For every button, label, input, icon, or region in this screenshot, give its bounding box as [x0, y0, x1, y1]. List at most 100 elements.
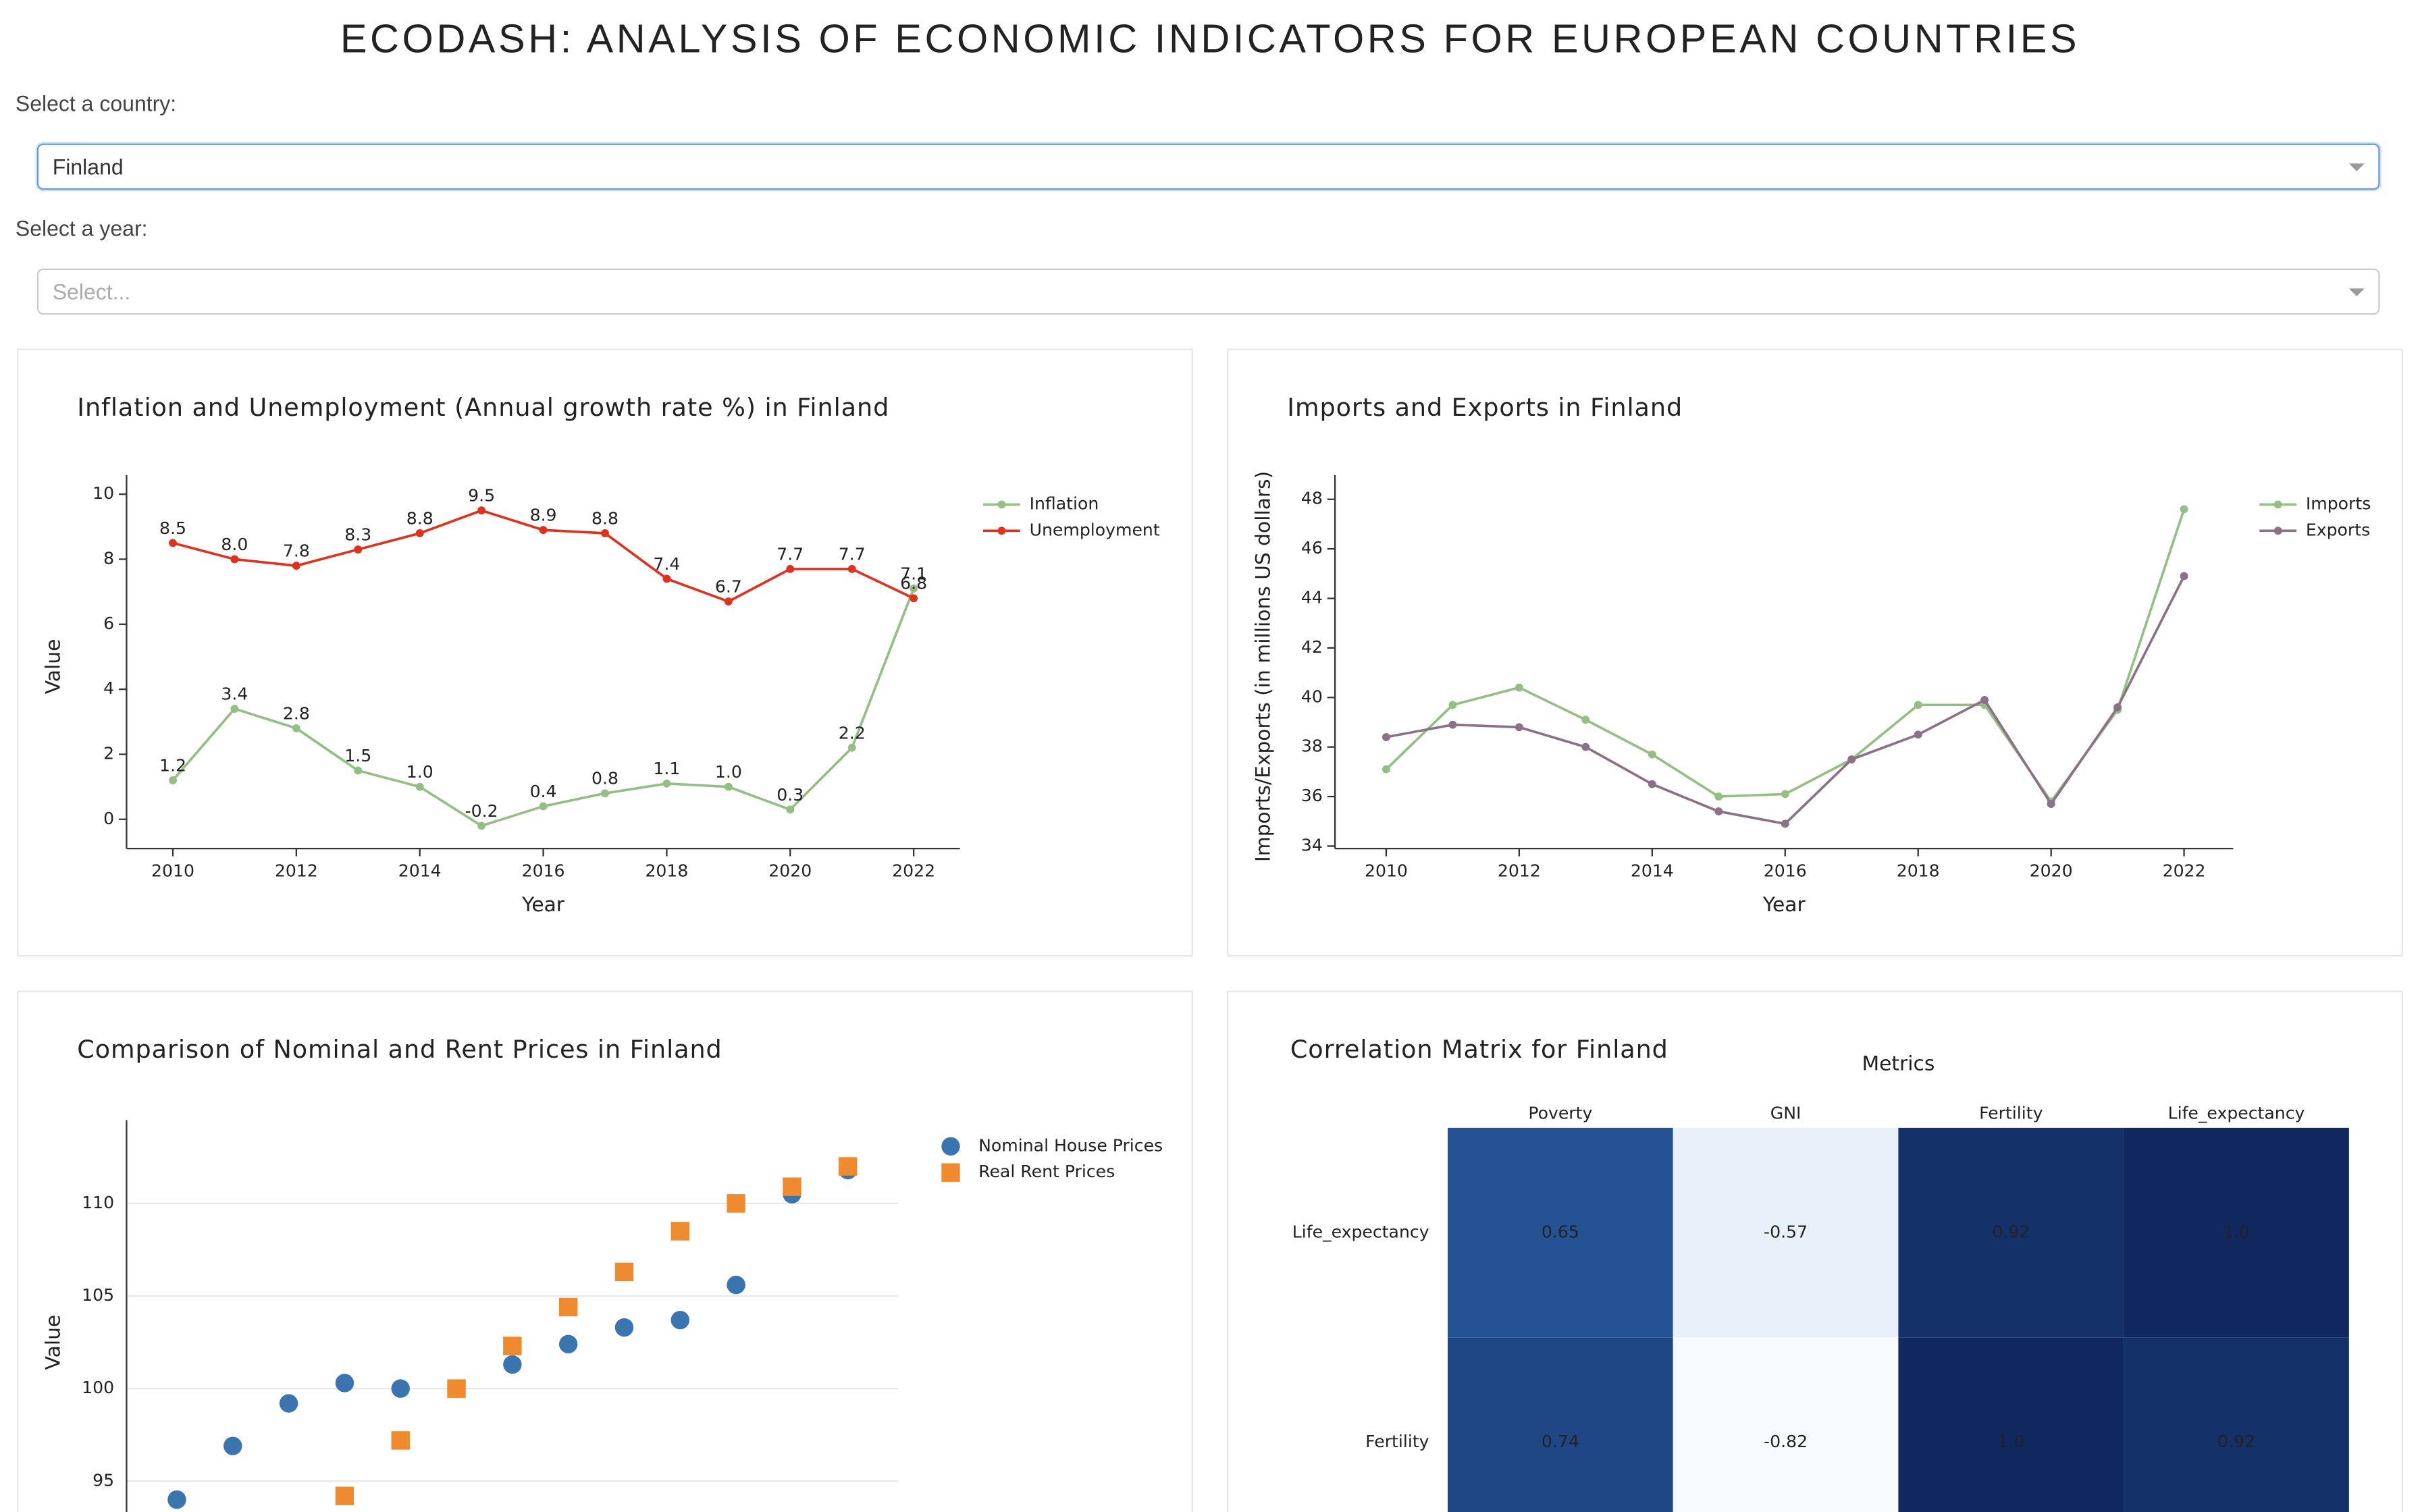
x-tick-label: 2022 — [2163, 861, 2206, 880]
data-label: 2.8 — [283, 703, 310, 723]
country-dropdown[interactable]: Finland — [36, 143, 2380, 190]
chart-title: Inflation and Unemployment (Annual growt… — [77, 393, 889, 422]
y-tick-label: 48 — [1301, 489, 1323, 508]
point — [354, 545, 363, 554]
point — [2180, 505, 2188, 514]
data-label: 8.8 — [591, 508, 619, 528]
cell-label: 0.92 — [1992, 1222, 2030, 1241]
point — [1914, 701, 1922, 709]
cell-label: -0.57 — [1764, 1222, 1808, 1241]
legend-swatch — [2273, 526, 2282, 535]
data-label: 8.0 — [221, 535, 248, 554]
y-tick-label: 4 — [103, 678, 114, 698]
point — [670, 1310, 690, 1330]
cell-label: -0.82 — [1764, 1432, 1808, 1451]
point — [601, 789, 609, 798]
year-label: Select a year: — [15, 215, 148, 241]
data-label: 7.7 — [839, 544, 866, 564]
point — [415, 529, 424, 537]
point — [1515, 723, 1523, 732]
point — [662, 779, 671, 788]
data-label: 0.3 — [777, 785, 804, 805]
point — [558, 1334, 578, 1354]
point — [724, 782, 733, 791]
point — [1581, 742, 1590, 751]
point — [1382, 733, 1390, 741]
y-tick-label: 40 — [1301, 686, 1323, 706]
dropdown-caret[interactable] — [2348, 288, 2365, 296]
x-tick-label: 2014 — [1631, 861, 1674, 880]
x-tick-label: Poverty — [1528, 1103, 1592, 1123]
point — [1714, 792, 1723, 801]
point — [783, 1177, 801, 1196]
series-line — [1385, 508, 2186, 804]
y-tick-label: 42 — [1301, 637, 1323, 657]
point — [539, 526, 548, 535]
y-tick-label: 2 — [103, 743, 114, 763]
point — [558, 1297, 578, 1317]
y-tick-label: 34 — [1301, 835, 1323, 855]
dropdown-caret[interactable] — [2348, 163, 2365, 171]
point — [2180, 572, 2188, 580]
y-tick-label: 110 — [82, 1193, 114, 1212]
point — [786, 805, 795, 814]
point — [614, 1318, 634, 1337]
chart-panel: Correlation Matrix for Finland Metrics Pov… — [1227, 990, 2403, 1512]
point — [354, 766, 363, 775]
x-tick-label: 2016 — [1764, 861, 1807, 880]
cell-label: 0.92 — [2217, 1432, 2255, 1451]
y-axis-title: Imports/Exports (in millions US dollars) — [1251, 471, 1275, 862]
legend-swatch — [997, 500, 1006, 509]
data-label: 1.1 — [653, 759, 680, 778]
y-tick-label: 8 — [103, 548, 114, 568]
x-tick-label: 2010 — [1365, 861, 1408, 880]
legend-label: Real Rent Prices — [978, 1162, 1115, 1181]
point — [601, 529, 609, 537]
year-dropdown[interactable]: Select... — [36, 268, 2380, 315]
data-label: 8.5 — [159, 518, 186, 538]
data-label: 1.0 — [406, 762, 433, 782]
point — [670, 1222, 690, 1241]
point — [1781, 790, 1789, 799]
point — [662, 574, 671, 583]
y-tick-label: 6 — [103, 614, 114, 633]
country-value: Finland — [52, 154, 124, 180]
point — [167, 1490, 186, 1509]
y-tick-label: Fertility — [1365, 1432, 1429, 1451]
x-tick-label: 2012 — [275, 861, 318, 880]
cell-label: 1.0 — [2223, 1222, 2250, 1241]
heatmap-cell — [2124, 1127, 2349, 1338]
data-label: 0.8 — [591, 769, 619, 788]
legend-label: Imports — [2306, 493, 2371, 513]
point — [1781, 819, 1789, 828]
data-label: 3.4 — [221, 684, 248, 703]
legend-label: Nominal House Prices — [978, 1135, 1163, 1155]
data-label: -0.2 — [465, 801, 498, 821]
point — [847, 743, 856, 752]
y-axis-title: Value — [41, 1315, 65, 1370]
point — [447, 1379, 466, 1398]
legend-label: Exports — [2306, 520, 2370, 539]
heatmap-cell — [1447, 1127, 1673, 1338]
x-axis-title: Metrics — [1862, 1052, 1935, 1076]
page-title: ECODASH: ANALYSIS OF ECONOMIC INDICATORS… — [340, 15, 2080, 62]
cell-label: 1.0 — [1997, 1432, 2024, 1451]
x-tick-label: 2012 — [1498, 861, 1541, 880]
chart-panel: Imports and Exports in Finland 34 36 38 40 42… — [1227, 348, 2403, 957]
y-tick-label: 100 — [82, 1378, 114, 1397]
legend-label: Unemployment — [1030, 520, 1160, 539]
cell-label: 0.65 — [1542, 1222, 1579, 1241]
chart-title: Imports and Exports in Finland — [1287, 393, 1683, 422]
data-label: 7.4 — [653, 554, 680, 574]
point — [1382, 765, 1390, 774]
y-tick-label: 36 — [1301, 786, 1323, 805]
y-axis-title: Value — [41, 639, 65, 695]
point — [503, 1336, 522, 1355]
heatmap-cell — [1898, 1337, 2124, 1512]
legend-label: Inflation — [1030, 493, 1099, 513]
cell-label: 0.74 — [1542, 1432, 1579, 1451]
point — [1581, 716, 1590, 724]
point — [292, 562, 300, 570]
y-tick-label: 44 — [1301, 588, 1323, 608]
